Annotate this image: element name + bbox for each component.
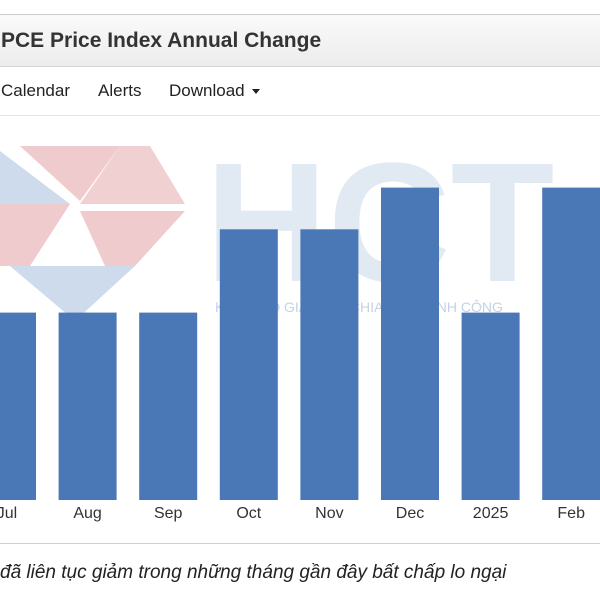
x-tick-label: Sep: [154, 505, 183, 522]
title-bar: PCE Price Index Annual Change: [0, 15, 600, 67]
calendar-link[interactable]: Calendar: [1, 81, 70, 100]
download-label: Download: [169, 81, 245, 100]
bar-dec[interactable]: [381, 187, 439, 500]
bar-aug[interactable]: [58, 312, 117, 500]
page-title: PCE Price Index Annual Change: [1, 29, 322, 52]
x-tick-label: Aug: [73, 505, 101, 522]
download-menu[interactable]: Download: [169, 81, 260, 101]
bar-nov[interactable]: [300, 229, 359, 501]
bar-oct[interactable]: [219, 229, 278, 501]
caret-down-icon: [251, 89, 260, 95]
bar-feb[interactable]: [542, 187, 600, 500]
watermark: HCT KIẾN TẠO GIÁ TRỊ – CHIA SẺ THÀNH CÔN…: [0, 128, 554, 321]
bar-2025[interactable]: [461, 312, 520, 500]
bar-chart: HCT KIẾN TẠO GIÁ TRỊ – CHIA SẺ THÀNH CÔN…: [0, 128, 600, 522]
toolbar: Calendar Alerts Download: [0, 68, 600, 116]
diamond-logo-icon: [0, 146, 185, 321]
x-tick-label: Feb: [557, 505, 585, 522]
x-tick-label: Jul: [0, 505, 17, 522]
bar-jul[interactable]: [0, 312, 36, 500]
x-tick-label: Nov: [315, 505, 343, 522]
x-tick-label: 2025: [473, 505, 509, 522]
x-tick-label: Dec: [396, 505, 424, 522]
bar-sep[interactable]: [139, 312, 198, 500]
alerts-link[interactable]: Alerts: [98, 81, 142, 100]
article-caption: đã liên tục giảm trong những tháng gần đ…: [0, 562, 507, 583]
x-tick-label: Oct: [236, 505, 261, 522]
